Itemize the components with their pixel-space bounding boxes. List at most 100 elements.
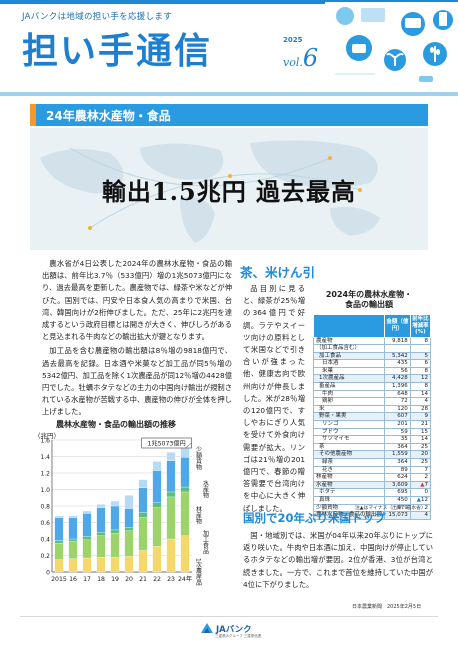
table-row: その他農産物 1,559 20 <box>312 450 432 459</box>
table-cell-item: 真珠 <box>312 495 386 505</box>
bar-segment <box>54 559 64 573</box>
table-cell-amount: 648 <box>384 389 411 399</box>
bar-segment <box>124 556 134 573</box>
tea-column: 品目別に見ると、緑茶が25％増の364億円で好調。ラテやスイーツ向けの原料として… <box>243 283 305 515</box>
table-cell-amount: 450 <box>384 495 411 505</box>
table-rate-value: 12 <box>421 375 428 382</box>
bar-segment <box>82 536 92 540</box>
table-cell-item: その他農産物 <box>312 450 386 459</box>
table-cell-item: 日本酒 <box>312 359 386 368</box>
x-tick-label: 20 <box>125 576 133 583</box>
article-paragraph: 加工品を含む農産物の輸出額は8％増の9818億円で、過去最高を記録。日本酒や米菓… <box>42 346 232 417</box>
table-cell-item: ホタテ <box>312 488 386 497</box>
legend-label: 林産物 <box>195 505 202 525</box>
table-rate-value: 8 <box>424 367 429 374</box>
bar-segment <box>54 515 64 518</box>
y-tick-label: 0.6 <box>40 520 50 527</box>
header: JAバンクは地域の担い手を応援します 担い手通信 2025 vol.6 <box>0 0 458 96</box>
table-rate-value: 14 <box>421 390 428 397</box>
bar-segment <box>54 517 64 541</box>
bar-segment <box>152 507 162 547</box>
table-cell-rate: ▲7 <box>409 480 432 490</box>
bar-segment <box>152 546 162 573</box>
volume-prefix: vol. <box>283 56 303 69</box>
volume-number: vol.6 <box>283 44 318 72</box>
bar-segment <box>68 517 78 540</box>
y-tick-label: 0.8 <box>40 504 50 511</box>
table-rate-value: 8 <box>424 337 429 344</box>
bar-segment <box>82 539 92 559</box>
bar-segment <box>138 550 148 573</box>
table-cell-amount: 35 <box>384 435 411 444</box>
table-rate-value: 15 <box>421 428 428 435</box>
table-cell-amount: 364 <box>384 458 411 467</box>
x-tick-label: 17 <box>83 576 91 583</box>
table-cell-amount: 435 <box>384 359 411 368</box>
table-cell-amount: 695 <box>384 488 411 497</box>
table-rate-value: 25 <box>421 459 428 465</box>
table-row: 野菜・果実 607 9 <box>312 412 432 422</box>
table-cell-rate: 25 <box>409 442 432 452</box>
table-cell-amount: 201 <box>384 420 411 429</box>
table-rate-value: 4 <box>424 398 429 405</box>
table-cell-rate: 20 <box>409 450 432 459</box>
table-cell-rate: 8 <box>409 366 432 376</box>
table-cell-amount: 624 <box>384 473 411 482</box>
bar-segment <box>82 510 92 514</box>
table-cell-item: 水産物 <box>312 480 386 490</box>
table-row: 畜産品 1,396 8 <box>312 382 432 391</box>
bar-segment <box>138 479 148 488</box>
table-header-cell: 前年比増減率(%) <box>409 314 432 338</box>
table-row: 牛肉 648 14 <box>312 389 432 399</box>
table-cell-rate: 0 <box>409 488 432 497</box>
table-cell-rate: 28 <box>409 404 432 414</box>
table-cell-item: サツマイモ <box>312 435 386 444</box>
ja-bank-logo: JAバンク 三重県JAグループ 三重県信連 <box>200 622 261 642</box>
header-top-rule <box>0 0 458 4</box>
table-cell-item: 加工食品 <box>312 351 386 361</box>
bar-segment <box>96 535 106 558</box>
table-cell-item: 米 <box>312 404 386 414</box>
bar-segment <box>166 496 176 540</box>
table-cell-rate: 8 <box>409 336 432 346</box>
y-tick-label: 0 <box>46 570 50 577</box>
bar-segment <box>180 486 190 493</box>
bar-segment <box>110 556 120 573</box>
bar-segment <box>96 507 106 533</box>
table-header-row: 金額（億円） 前年比増減率(%) <box>312 314 432 338</box>
hero-image: 輸出1.5兆円 過去最高 <box>30 128 428 250</box>
table-cell-item: ブドウ <box>312 427 386 437</box>
table-cell-rate <box>409 344 432 353</box>
table-rate-value: 8 <box>424 383 429 390</box>
bar-segment <box>166 491 176 498</box>
table-cell-item: 農林水産物・食品の輸出額 <box>312 511 386 520</box>
x-tick-label: 23 <box>167 576 175 583</box>
bar-segment <box>82 557 92 573</box>
table-cell-item: 林産物 <box>312 473 386 482</box>
table-rate-value: 4 <box>424 512 429 519</box>
header-bottom-rule <box>0 92 458 96</box>
table-rate-value: 25 <box>421 443 428 450</box>
export-table: 金額（億円） 前年比増減率(%) 農産物 9,818 8 （加工食品含む） 加工食品 5,… <box>312 314 432 520</box>
table-rate-value: 2 <box>424 474 429 481</box>
tea-paragraph: 品目別に見ると、緑茶が25％増の364億円で好調。ラテやスイーツ向けの原料として… <box>243 284 305 513</box>
bar-segment <box>138 487 148 513</box>
x-tick-label: 16 <box>69 576 77 583</box>
table-cell-item: 畜産品 <box>312 382 386 391</box>
world-map-graphic <box>30 128 428 250</box>
table-cell-item: リンゴ <box>312 420 386 429</box>
table-row: 鶏卵 72 4 <box>312 397 432 406</box>
legend-label: 1次農産品 <box>195 558 202 587</box>
table-cell-amount: 15,073 <box>384 511 411 520</box>
table-cell-rate: 12 <box>409 374 432 384</box>
table-title-line1: 2024年の農林水産物・ <box>325 290 413 299</box>
bar-segment <box>96 532 106 536</box>
table-cell-rate: 2 <box>409 473 432 482</box>
table-cell-amount: 120 <box>384 404 411 414</box>
bar-segment <box>110 505 120 531</box>
table-row: 加工食品 5,342 5 <box>312 351 432 361</box>
article-left-column: 農水省が4日公表した2024年の農林水産物・食品の輸出額は、前年比3.7％（53… <box>42 258 232 421</box>
bar-segment <box>82 513 92 537</box>
table-cell-rate: 4 <box>409 397 432 406</box>
source-credit: 日本農業新聞 2025年2月5日 <box>352 604 422 610</box>
